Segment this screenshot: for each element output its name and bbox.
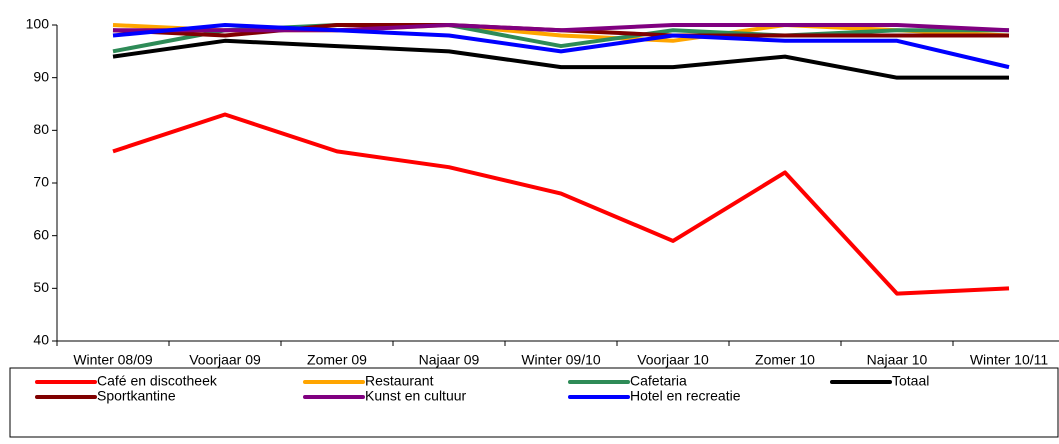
x-tick-label: Najaar 10 [867,352,928,368]
x-tick-label: Zomer 10 [755,352,815,368]
x-tick-label: Winter 08/09 [73,352,153,368]
legend-label: Totaal [892,373,929,389]
series-line [112,23,1010,70]
y-tick-label: 60 [33,226,49,242]
x-tick-label: Voorjaar 09 [189,352,261,368]
series-line [112,38,1009,80]
y-tick-label: 80 [33,121,49,137]
series-line [112,112,1010,296]
x-tick-label: Najaar 09 [419,352,480,368]
y-tick-label: 90 [33,68,49,84]
y-tick-label: 70 [33,174,49,190]
y-tick-label: 100 [26,16,50,32]
x-tick-label: Winter 10/11 [970,352,1049,368]
legend-label: Kunst en cultuur [365,388,467,404]
legend-label: Hotel en recreatie [630,388,741,404]
legend-label: Café en discotheek [97,373,218,389]
y-tick-label: 50 [33,279,49,295]
legend-label: Sportkantine [97,388,176,404]
legend-label: Cafetaria [630,373,687,389]
legend-label: Restaurant [365,373,434,389]
x-tick-label: Zomer 09 [307,352,367,368]
x-tick-label: Voorjaar 10 [637,352,709,368]
y-tick-label: 40 [33,332,49,348]
legend-box [9,367,1059,438]
series-line [113,23,1010,33]
x-tick-label: Winter 09/10 [521,352,601,368]
